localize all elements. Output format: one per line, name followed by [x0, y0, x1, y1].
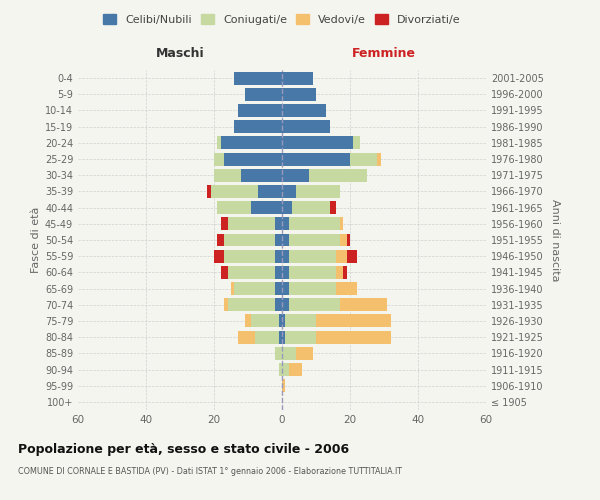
Bar — [245, 314, 251, 328]
Bar — [286, 314, 316, 328]
Bar — [224, 250, 275, 262]
Bar — [275, 250, 282, 262]
Bar — [255, 330, 278, 344]
Bar — [289, 218, 340, 230]
Bar — [350, 152, 377, 166]
Bar — [238, 104, 282, 117]
Y-axis label: Fasce di età: Fasce di età — [31, 207, 41, 273]
Bar — [282, 282, 289, 295]
Bar — [282, 234, 289, 246]
Bar — [251, 201, 282, 214]
Bar — [282, 201, 292, 214]
Bar — [278, 314, 282, 328]
Bar — [282, 104, 326, 117]
Bar — [241, 169, 282, 181]
Bar — [224, 234, 275, 246]
Bar — [282, 379, 286, 392]
Bar — [221, 218, 227, 230]
Text: COMUNE DI CORNALE E BASTIDA (PV) - Dati ISTAT 1° gennaio 2006 - Elaborazione TUT: COMUNE DI CORNALE E BASTIDA (PV) - Dati … — [18, 468, 402, 476]
Bar — [258, 185, 282, 198]
Bar — [340, 298, 388, 311]
Bar — [275, 298, 282, 311]
Bar — [316, 330, 391, 344]
Bar — [377, 152, 380, 166]
Bar — [282, 363, 289, 376]
Bar — [245, 88, 282, 101]
Bar — [221, 136, 282, 149]
Bar — [340, 234, 347, 246]
Bar — [221, 266, 227, 279]
Bar — [289, 266, 337, 279]
Bar — [296, 347, 313, 360]
Bar — [207, 185, 211, 198]
Bar — [217, 136, 221, 149]
Bar — [343, 266, 347, 279]
Bar — [282, 330, 286, 344]
Bar — [217, 201, 251, 214]
Bar — [289, 234, 340, 246]
Bar — [289, 282, 337, 295]
Bar — [214, 152, 224, 166]
Bar — [289, 250, 337, 262]
Bar — [353, 136, 360, 149]
Bar — [275, 347, 282, 360]
Bar — [347, 250, 357, 262]
Bar — [238, 330, 255, 344]
Bar — [282, 218, 289, 230]
Bar — [235, 120, 282, 133]
Bar — [282, 314, 286, 328]
Bar — [289, 363, 302, 376]
Bar — [275, 218, 282, 230]
Bar — [214, 169, 241, 181]
Bar — [282, 169, 309, 181]
Bar — [292, 201, 329, 214]
Bar — [340, 218, 343, 230]
Bar — [337, 250, 347, 262]
Bar — [214, 250, 224, 262]
Bar — [275, 282, 282, 295]
Bar — [227, 266, 275, 279]
Bar — [211, 185, 258, 198]
Bar — [275, 266, 282, 279]
Legend: Celibi/Nubili, Coniugati/e, Vedovi/e, Divorziati/e: Celibi/Nubili, Coniugati/e, Vedovi/e, Di… — [100, 10, 464, 28]
Bar — [316, 314, 391, 328]
Bar — [282, 72, 313, 85]
Bar — [282, 298, 289, 311]
Bar — [337, 266, 343, 279]
Text: Femmine: Femmine — [352, 48, 416, 60]
Bar — [235, 72, 282, 85]
Bar — [282, 185, 296, 198]
Bar — [224, 298, 227, 311]
Bar — [282, 152, 350, 166]
Bar — [227, 218, 275, 230]
Bar — [282, 250, 289, 262]
Text: Popolazione per età, sesso e stato civile - 2006: Popolazione per età, sesso e stato civil… — [18, 442, 349, 456]
Bar — [282, 347, 296, 360]
Bar — [278, 330, 282, 344]
Bar — [286, 330, 316, 344]
Bar — [251, 314, 278, 328]
Bar — [329, 201, 337, 214]
Bar — [275, 234, 282, 246]
Bar — [217, 234, 224, 246]
Bar — [282, 120, 329, 133]
Bar — [278, 363, 282, 376]
Bar — [337, 282, 357, 295]
Bar — [347, 234, 350, 246]
Bar — [282, 136, 353, 149]
Bar — [309, 169, 367, 181]
Y-axis label: Anni di nascita: Anni di nascita — [550, 198, 560, 281]
Bar — [231, 282, 235, 295]
Bar — [235, 282, 275, 295]
Bar — [282, 266, 289, 279]
Bar — [289, 298, 340, 311]
Bar — [227, 298, 275, 311]
Bar — [296, 185, 340, 198]
Bar — [282, 88, 316, 101]
Bar — [224, 152, 282, 166]
Text: Maschi: Maschi — [155, 48, 205, 60]
